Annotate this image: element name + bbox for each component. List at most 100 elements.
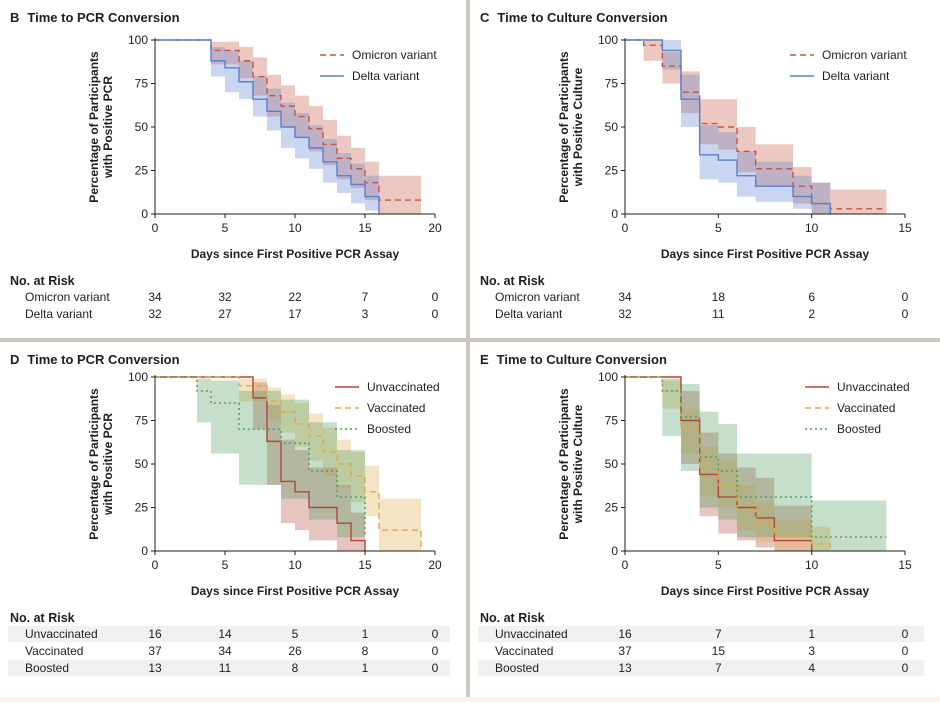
panel-heading: B Time to PCR Conversion: [10, 10, 180, 25]
km-curve-delta-variant: [155, 39, 380, 214]
y-axis-label-line: with Positive Culture: [571, 67, 585, 187]
y-tick-label: 50: [135, 457, 149, 471]
y-tick-label: 75: [135, 414, 149, 428]
x-tick-label: 15: [358, 558, 372, 572]
risk-count: 7: [715, 627, 722, 641]
x-tick-label: 10: [805, 558, 819, 572]
risk-count: 17: [288, 307, 302, 321]
x-tick-label: 0: [152, 221, 159, 235]
risk-count: 5: [292, 627, 299, 641]
risk-count: 34: [618, 290, 632, 304]
y-tick-label: 25: [605, 164, 619, 178]
chart-title: Time to PCR Conversion: [27, 352, 179, 367]
risk-count: 3: [362, 307, 369, 321]
y-axis-label: Percentage of Participantswith Positive …: [87, 388, 115, 540]
risk-count: 14: [218, 627, 232, 641]
risk-count: 32: [148, 307, 162, 321]
x-tick-label: 20: [428, 558, 442, 572]
panel-b: B Time to PCR Conversion 0 25 50 75 100 0 5 10 15 2…: [0, 0, 466, 338]
legend-label-delta-variant: Delta variant: [822, 69, 890, 83]
panel-heading: E Time to Culture Conversion: [480, 352, 667, 367]
risk-count: 1: [808, 627, 815, 641]
risk-count: 34: [218, 644, 232, 658]
y-tick-label: 100: [128, 33, 148, 47]
legend-label-unvaccinated: Unvaccinated: [837, 380, 910, 394]
risk-row-label-delta-variant: Delta variant: [495, 307, 563, 321]
x-axis-label: Days since First Positive PCR Assay: [661, 584, 870, 598]
y-tick-label: 0: [611, 207, 618, 221]
risk-count: 7: [362, 290, 369, 304]
risk-count: 0: [902, 661, 909, 675]
risk-count: 34: [148, 290, 162, 304]
risk-count: 0: [902, 307, 909, 321]
risk-count: 0: [432, 627, 439, 641]
risk-count: 1: [362, 627, 369, 641]
y-tick-label: 75: [605, 77, 619, 91]
risk-row-label-delta-variant: Delta variant: [25, 307, 93, 321]
legend-label-delta-variant: Delta variant: [352, 69, 420, 83]
risk-row-band: [478, 660, 924, 676]
risk-count: 26: [288, 644, 302, 658]
y-tick-label: 50: [135, 120, 149, 134]
risk-count: 0: [432, 307, 439, 321]
risk-row-label-unvaccinated: Unvaccinated: [495, 627, 568, 641]
legend-label-omicron-variant: Omicron variant: [822, 48, 907, 62]
y-tick-label: 0: [611, 544, 618, 558]
risk-row-label-vaccinated: Vaccinated: [25, 644, 83, 658]
y-tick-label: 25: [135, 501, 149, 515]
risk-row-label-boosted: Boosted: [25, 661, 69, 675]
risk-count: 3: [808, 644, 815, 658]
y-axis-label-line: Percentage of Participants: [557, 51, 571, 203]
x-tick-label: 5: [715, 558, 722, 572]
y-tick-label: 25: [605, 501, 619, 515]
y-axis-label: Percentage of Participantswith Positive …: [557, 388, 585, 540]
legend-label-unvaccinated: Unvaccinated: [367, 380, 440, 394]
risk-row-label-omicron-variant: Omicron variant: [25, 290, 110, 304]
y-tick-label: 0: [141, 544, 148, 558]
y-axis-label: Percentage of Participantswith Positive …: [87, 51, 115, 203]
legend-label-boosted: Boosted: [837, 422, 881, 436]
x-tick-label: 5: [715, 221, 722, 235]
risk-count: 32: [618, 307, 632, 321]
risk-count: 4: [808, 661, 815, 675]
y-tick-label: 25: [135, 164, 149, 178]
y-axis-label-line: Percentage of Participants: [87, 388, 101, 540]
chart-b: B Time to PCR Conversion 0 25 50 75 100 0 5 10 15 2…: [10, 10, 442, 321]
risk-table-title: No. at Risk: [10, 274, 75, 288]
y-axis-label: Percentage of Participantswith Positive …: [557, 51, 585, 203]
panel-divider-horizontal: [0, 338, 940, 342]
risk-count: 0: [902, 644, 909, 658]
y-tick-label: 100: [598, 370, 618, 384]
x-tick-label: 0: [152, 558, 159, 572]
panel-d: D Time to PCR Conversion 0 25 50 75 100 0 5 10 15 2…: [0, 342, 466, 697]
risk-row-label-boosted: Boosted: [495, 661, 539, 675]
y-tick-label: 50: [605, 120, 619, 134]
ci-band-vaccinated: [155, 377, 421, 551]
y-axis-label-line: with Positive Culture: [571, 404, 585, 524]
panel-letter: B: [10, 10, 19, 25]
risk-count: 1: [362, 661, 369, 675]
risk-count: 18: [712, 290, 726, 304]
x-tick-label: 5: [222, 558, 229, 572]
y-axis-label-line: Percentage of Participants: [557, 388, 571, 540]
chart-title: Time to Culture Conversion: [497, 10, 667, 25]
legend-label-vaccinated: Vaccinated: [837, 401, 895, 415]
x-tick-label: 5: [222, 221, 229, 235]
panel-c: C Time to Culture Conversion 0 25 50 75 100 0 5 1…: [470, 0, 940, 338]
risk-table-title: No. at Risk: [10, 611, 75, 625]
risk-count: 13: [148, 661, 162, 675]
x-axis-label: Days since First Positive PCR Assay: [661, 247, 870, 261]
risk-count: 11: [219, 661, 232, 675]
risk-table-title: No. at Risk: [480, 611, 545, 625]
risk-row-band: [478, 626, 924, 642]
risk-count: 22: [288, 290, 302, 304]
km-curve-delta-variant: [625, 39, 832, 214]
km-curve-unvaccinated: [155, 376, 366, 551]
y-axis-label-line: with Positive PCR: [101, 76, 115, 179]
risk-row-label-unvaccinated: Unvaccinated: [25, 627, 98, 641]
risk-count: 8: [362, 644, 369, 658]
risk-row-band: [8, 626, 450, 642]
